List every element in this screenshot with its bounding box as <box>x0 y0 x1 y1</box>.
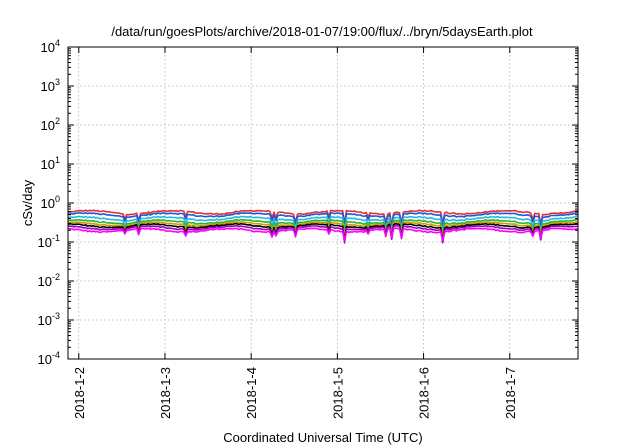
y-tick-label: 102 <box>41 116 60 133</box>
x-tick-label: 2018-1-5 <box>330 367 345 419</box>
y-axis-label: cSv/day <box>20 179 35 226</box>
y-tick-label: 101 <box>41 155 60 172</box>
y-tick-label: 10-3 <box>38 311 60 328</box>
y-tick-label: 100 <box>41 194 60 211</box>
x-tick-label: 2018-1-6 <box>417 367 432 419</box>
x-tick-labels: 2018-1-2 2018-1-3 2018-1-4 2018-1-5 2018-1-6… <box>72 367 518 419</box>
y-tick-labels: 10-4 10-3 10-2 10-1 100 101 102 103 104 <box>38 38 60 367</box>
x-tick-label: 2018-1-7 <box>503 367 518 419</box>
series-layer <box>68 210 578 243</box>
x-axis-label: Coordinated Universal Time (UTC) <box>223 430 422 445</box>
x-tick-label: 2018-1-2 <box>72 367 87 419</box>
y-tick-label: 10-4 <box>38 350 60 367</box>
y-tick-label: 10-2 <box>38 272 60 289</box>
y-tick-label: 104 <box>41 38 60 55</box>
x-tick-label: 2018-1-3 <box>158 367 173 419</box>
chart-title: /data/run/goesPlots/archive/2018-01-07/1… <box>111 24 533 39</box>
series-line <box>68 228 578 241</box>
y-tick-label: 10-1 <box>38 233 60 250</box>
y-tick-label: 103 <box>41 77 60 94</box>
grid-lines <box>68 47 578 359</box>
x-tick-label: 2018-1-4 <box>244 367 259 419</box>
